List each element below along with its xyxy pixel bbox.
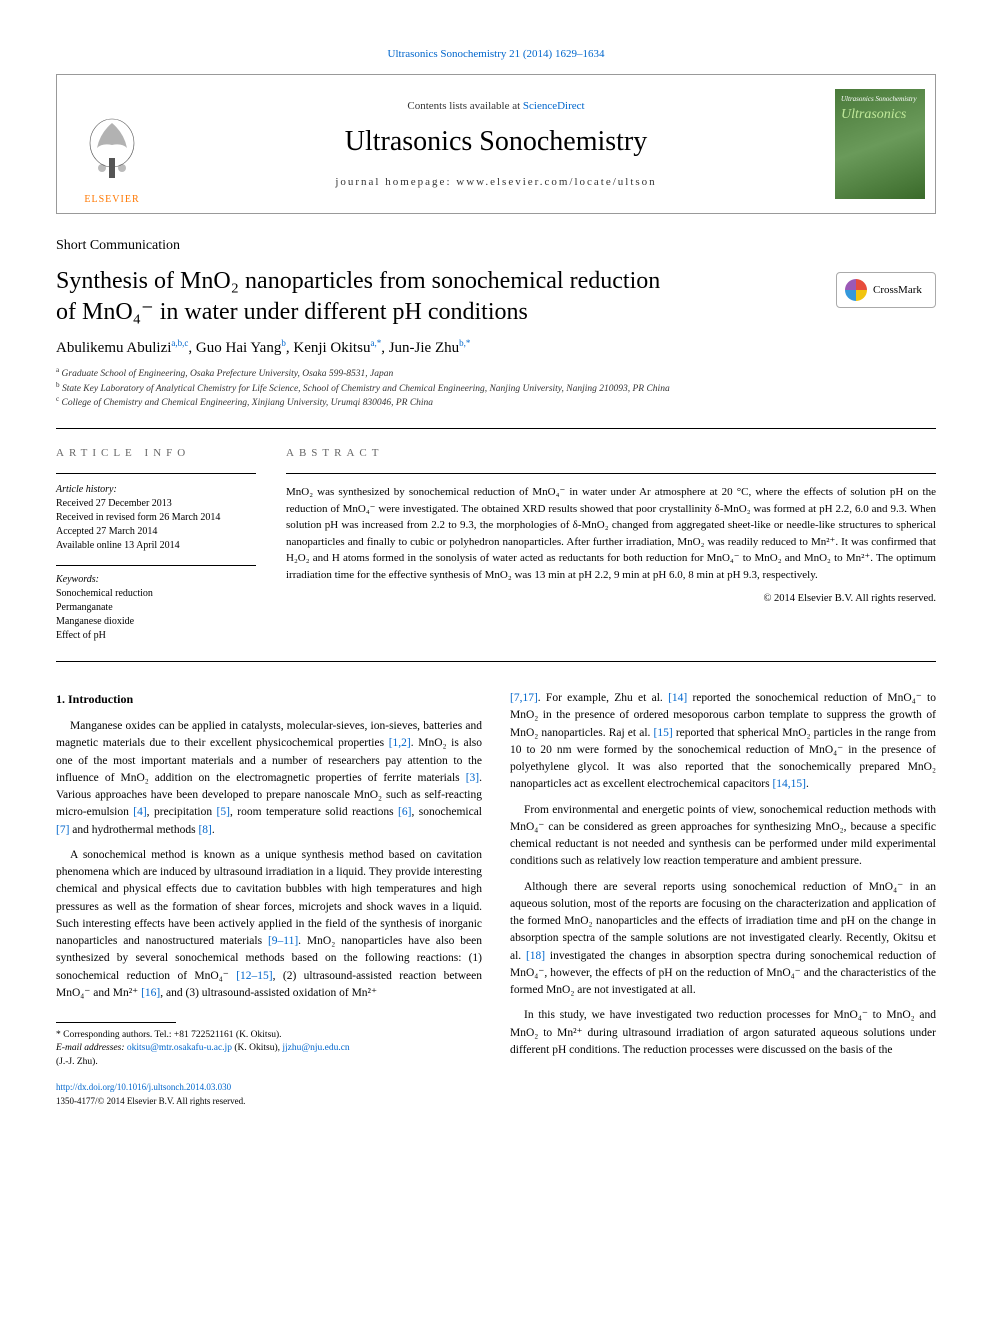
citation-link[interactable]: [14,15] bbox=[772, 778, 806, 790]
cover-small-title: Ultrasonics Sonochemistry bbox=[841, 95, 919, 103]
sciencedirect-link[interactable]: ScienceDirect bbox=[523, 100, 585, 112]
elsevier-tree-icon bbox=[82, 113, 142, 192]
history-item: Received in revised form 26 March 2014 bbox=[56, 511, 256, 525]
abstract-text: MnO₂ was synthesized by sonochemical red… bbox=[286, 484, 936, 583]
email-link[interactable]: jjzhu@nju.edu.cn bbox=[282, 1043, 349, 1053]
section-heading: 1. Introduction bbox=[56, 690, 482, 708]
paragraph: From environmental and energetic points … bbox=[510, 802, 936, 871]
publisher-logo-cell: ELSEVIER bbox=[57, 75, 167, 213]
citation-link[interactable]: [15] bbox=[654, 727, 673, 739]
doi-block: http://dx.doi.org/10.1016/j.ultsonch.201… bbox=[56, 1081, 482, 1108]
citation-link[interactable]: [9–11] bbox=[268, 935, 298, 947]
citation-link[interactable]: [8] bbox=[198, 824, 211, 836]
journal-header: ELSEVIER Contents lists available at Sci… bbox=[56, 74, 936, 214]
paragraph: [7,17]. For example, Zhu et al. [14] rep… bbox=[510, 690, 936, 794]
crossmark-badge[interactable]: CrossMark bbox=[836, 272, 936, 308]
body-column-left: 1. Introduction Manganese oxides can be … bbox=[56, 690, 482, 1108]
citation-link[interactable]: [6] bbox=[398, 806, 411, 818]
separator bbox=[56, 661, 936, 662]
keyword: Effect of pH bbox=[56, 629, 256, 643]
copyright: © 2014 Elsevier B.V. All rights reserved… bbox=[286, 593, 936, 604]
article-info-label: ARTICLE INFO bbox=[56, 447, 256, 459]
separator bbox=[286, 473, 936, 474]
abstract-column: ABSTRACT MnO₂ was synthesized by sonoche… bbox=[286, 447, 936, 643]
citation-link[interactable]: [1,2] bbox=[389, 737, 411, 749]
corresponding-author-note: * Corresponding authors. Tel.: +81 72252… bbox=[56, 1029, 482, 1069]
article-title: Synthesis of MnO₂ nanoparticles from son… bbox=[56, 266, 816, 328]
journal-citation: Ultrasonics Sonochemistry 21 (2014) 1629… bbox=[56, 48, 936, 60]
citation-link[interactable]: [7,17] bbox=[510, 692, 538, 704]
citation-link[interactable]: [5] bbox=[217, 806, 230, 818]
history-label: Article history: bbox=[56, 484, 256, 495]
affiliations: a Graduate School of Engineering, Osaka … bbox=[56, 367, 936, 410]
journal-cover-thumbnail: Ultrasonics Sonochemistry Ultrasonics bbox=[835, 89, 925, 199]
abstract-label: ABSTRACT bbox=[286, 447, 936, 459]
citation-link[interactable]: [12–15] bbox=[236, 970, 272, 982]
citation-link[interactable]: [7] bbox=[56, 824, 69, 836]
doi-link[interactable]: http://dx.doi.org/10.1016/j.ultsonch.201… bbox=[56, 1082, 231, 1092]
article-type: Short Communication bbox=[56, 238, 936, 254]
keyword: Sonochemical reduction bbox=[56, 587, 256, 601]
crossmark-label: CrossMark bbox=[873, 284, 922, 296]
separator bbox=[56, 473, 256, 474]
keywords-label: Keywords: bbox=[56, 574, 256, 585]
history-item: Available online 13 April 2014 bbox=[56, 539, 256, 553]
paragraph: In this study, we have investigated two … bbox=[510, 1007, 936, 1059]
keyword: Manganese dioxide bbox=[56, 615, 256, 629]
email-link[interactable]: okitsu@mtr.osakafu-u.ac.jp bbox=[127, 1043, 232, 1053]
citation-link[interactable]: [3] bbox=[466, 772, 479, 784]
citation-link[interactable]: [14] bbox=[668, 692, 687, 704]
header-center: Contents lists available at ScienceDirec… bbox=[167, 75, 825, 213]
elsevier-logo: ELSEVIER bbox=[82, 113, 142, 205]
keyword: Permanganate bbox=[56, 601, 256, 615]
elsevier-wordmark: ELSEVIER bbox=[84, 194, 139, 205]
crossmark-icon bbox=[845, 279, 867, 301]
citation-link[interactable]: [18] bbox=[526, 950, 545, 962]
history-item: Received 27 December 2013 bbox=[56, 497, 256, 511]
body-column-right: [7,17]. For example, Zhu et al. [14] rep… bbox=[510, 690, 936, 1108]
journal-homepage: journal homepage: www.elsevier.com/locat… bbox=[335, 176, 656, 188]
cover-cell: Ultrasonics Sonochemistry Ultrasonics bbox=[825, 75, 935, 213]
paragraph: Although there are several reports using… bbox=[510, 879, 936, 1000]
article-info-column: ARTICLE INFO Article history: Received 2… bbox=[56, 447, 256, 643]
paragraph: Manganese oxides can be applied in catal… bbox=[56, 718, 482, 839]
issn-copyright: 1350-4177/© 2014 Elsevier B.V. All right… bbox=[56, 1095, 482, 1109]
authors: Abulikemu Abulizia,b,c, Guo Hai Yangb, K… bbox=[56, 340, 936, 357]
separator bbox=[56, 565, 256, 566]
paragraph: A sonochemical method is known as a uniq… bbox=[56, 847, 482, 1002]
cover-script: Ultrasonics bbox=[841, 107, 919, 123]
contents-available: Contents lists available at ScienceDirec… bbox=[407, 100, 584, 112]
citation-link[interactable]: [4] bbox=[133, 806, 146, 818]
journal-title: Ultrasonics Sonochemistry bbox=[345, 126, 648, 158]
history-item: Accepted 27 March 2014 bbox=[56, 525, 256, 539]
footnote-separator bbox=[56, 1022, 176, 1023]
citation-link[interactable]: [16] bbox=[141, 987, 160, 999]
